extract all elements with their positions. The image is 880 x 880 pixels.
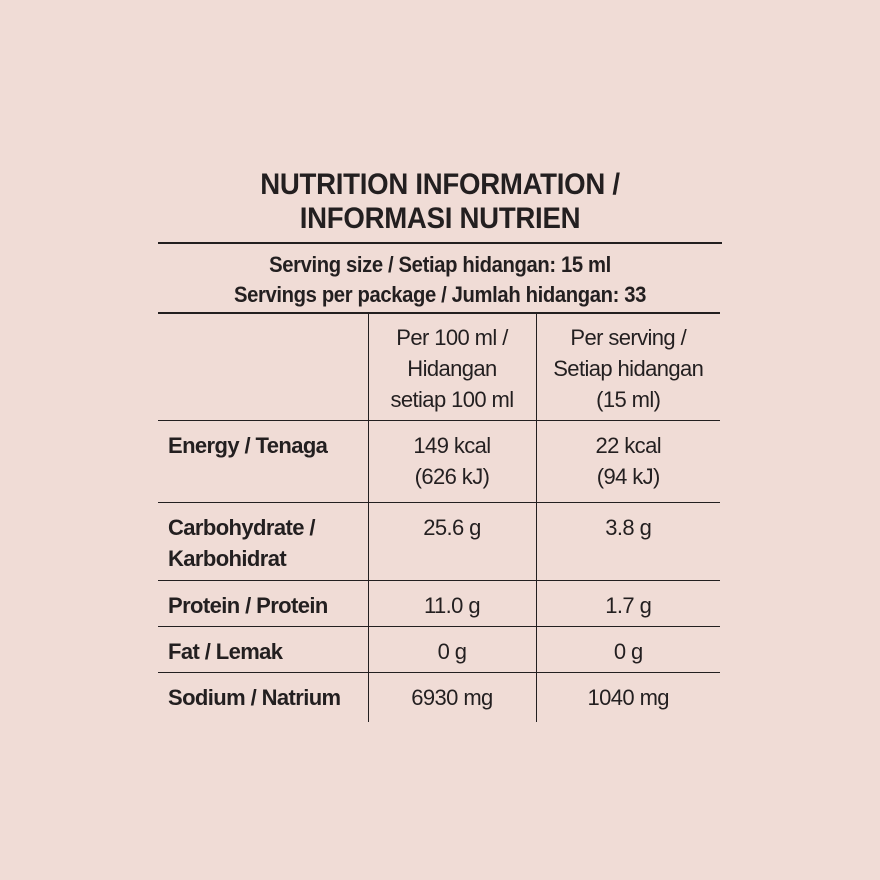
title-line-1: NUTRITION INFORMATION / <box>260 168 620 201</box>
value-line: 6930 mg <box>411 685 493 710</box>
servings-per-package: Servings per package / Jumlah hidangan: … <box>234 282 646 307</box>
nutrient-name-line: Carbohydrate / <box>168 515 315 540</box>
table-row-energy: Energy / Tenaga 149 kcal (626 kJ) 22 kca… <box>158 420 720 503</box>
header-per-100ml: Per 100 ml / Hidangan setiap 100 ml <box>367 312 536 421</box>
nutrient-name-line: Energy / Tenaga <box>168 433 328 458</box>
header-per-serving-line: (15 ml) <box>596 387 661 412</box>
value-line: 3.8 g <box>605 515 652 540</box>
nutrition-title: NUTRITION INFORMATION / INFORMASI NUTRIE… <box>181 168 700 242</box>
value-line: 1040 mg <box>587 685 670 710</box>
value-per-serving: 1.7 g <box>535 580 720 627</box>
nutrient-name: Energy / Tenaga <box>158 420 368 503</box>
nutrition-table: Per 100 ml / Hidangan setiap 100 ml Per … <box>158 312 720 722</box>
value-per-100ml: 6930 mg <box>367 672 536 722</box>
value-per-serving: 0 g <box>535 626 720 673</box>
value-per-100ml: 25.6 g <box>367 502 536 581</box>
table-row-sodium: Sodium / Natrium 6930 mg 1040 mg <box>158 672 720 722</box>
value-line: 0 g <box>613 639 643 664</box>
header-per-serving-line: Setiap hidangan <box>553 356 704 381</box>
header-empty-cell <box>158 312 368 421</box>
serving-size: Serving size / Setiap hidangan: 15 ml <box>269 252 611 277</box>
value-line: (94 kJ) <box>596 464 661 489</box>
nutrient-name-line: Fat / Lemak <box>168 639 283 664</box>
table-header-row: Per 100 ml / Hidangan setiap 100 ml Per … <box>158 312 720 421</box>
value-line: 0 g <box>437 639 467 664</box>
value-line: 11.0 g <box>424 593 481 618</box>
value-per-100ml: 149 kcal (626 kJ) <box>367 420 536 503</box>
header-per-100ml-line: Per 100 ml / <box>396 325 508 350</box>
header-per-serving: Per serving / Setiap hidangan (15 ml) <box>535 312 720 421</box>
header-per-serving-line: Per serving / <box>570 325 687 350</box>
value-per-serving: 22 kcal (94 kJ) <box>535 420 720 503</box>
value-per-100ml: 11.0 g <box>367 580 536 627</box>
nutrient-name-line: Karbohidrat <box>168 546 287 571</box>
nutrient-name: Carbohydrate / Karbohidrat <box>158 502 368 581</box>
table-row-fat: Fat / Lemak 0 g 0 g <box>158 626 720 673</box>
nutrient-name: Fat / Lemak <box>158 626 368 673</box>
header-per-100ml-line: setiap 100 ml <box>390 387 514 412</box>
value-per-serving: 1040 mg <box>535 672 720 722</box>
nutrient-name: Sodium / Natrium <box>158 672 368 722</box>
value-per-serving: 3.8 g <box>535 502 720 581</box>
nutrition-panel: NUTRITION INFORMATION / INFORMASI NUTRIE… <box>158 168 722 722</box>
table-row-carbohydrate: Carbohydrate / Karbohidrat 25.6 g 3.8 g <box>158 502 720 581</box>
value-line: 22 kcal <box>595 433 661 458</box>
nutrient-name-line: Sodium / Natrium <box>168 685 341 710</box>
header-per-100ml-line: Hidangan <box>407 356 497 381</box>
value-line: 1.7 g <box>605 593 652 618</box>
value-per-100ml: 0 g <box>367 626 536 673</box>
nutrient-name: Protein / Protein <box>158 580 368 627</box>
value-line: 149 kcal <box>413 433 491 458</box>
value-line: 25.6 g <box>423 515 481 540</box>
nutrient-name-line: Protein / Protein <box>168 593 328 618</box>
serving-info: Serving size / Setiap hidangan: 15 ml Se… <box>181 244 700 312</box>
title-divider <box>158 242 722 244</box>
value-line: (626 kJ) <box>414 464 490 489</box>
title-line-2: INFORMASI NUTRIEN <box>299 202 581 235</box>
table-row-protein: Protein / Protein 11.0 g 1.7 g <box>158 580 720 627</box>
